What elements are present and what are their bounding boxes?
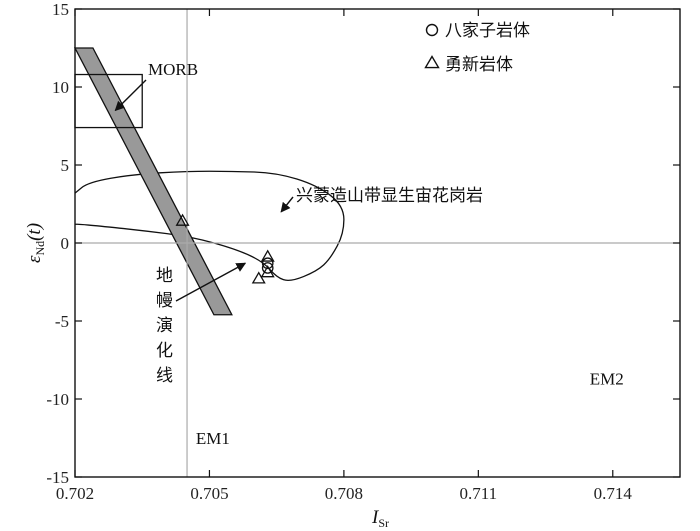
data-point-triangle-1 bbox=[251, 271, 266, 284]
y-tick-label-6: -15 bbox=[46, 468, 69, 487]
annotation-morb: MORB bbox=[148, 60, 198, 79]
annotation-granite-field: 兴蒙造山带显生宙花岗岩 bbox=[296, 186, 483, 206]
annotation-mantle-char-1: 幔 bbox=[156, 291, 173, 311]
x-tick-label-4: 0.714 bbox=[594, 484, 633, 503]
x-axis-label: ISr bbox=[371, 507, 389, 530]
y-tick-label-0: 15 bbox=[52, 0, 69, 19]
data-point-triangle-0 bbox=[175, 213, 190, 226]
legend-label-bajiazi: 八家子岩体 bbox=[445, 21, 530, 41]
y-tick-label-1: 10 bbox=[52, 78, 69, 97]
annotation-morb-arrow bbox=[114, 79, 147, 112]
x-tick-label-1: 0.705 bbox=[190, 484, 228, 503]
annotation-mantle-char-2: 演 bbox=[156, 316, 173, 336]
y-tick-label-2: 5 bbox=[61, 156, 70, 175]
annotation-em1: EM1 bbox=[196, 429, 230, 448]
annotation-mantle-char-4: 线 bbox=[156, 366, 173, 386]
mantle-array-band bbox=[73, 47, 233, 316]
annotation-mantle-arrow bbox=[175, 262, 247, 302]
y-tick-label-5: -10 bbox=[46, 390, 69, 409]
y-tick-label-4: -5 bbox=[55, 312, 69, 331]
annotation-em2: EM2 bbox=[590, 370, 624, 389]
granite-field-outline bbox=[74, 170, 345, 281]
y-tick-label-3: 0 bbox=[61, 234, 70, 253]
x-tick-label-3: 0.711 bbox=[460, 484, 498, 503]
legend-triangle-icon bbox=[424, 55, 440, 69]
data-point-triangle-2 bbox=[260, 249, 275, 262]
data-point-circle-0 bbox=[261, 262, 274, 274]
annotation-mantle-char-0: 地 bbox=[156, 266, 173, 286]
legend-label-yongxin: 勇新岩体 bbox=[445, 55, 513, 75]
y-axis-label: εNd(t) bbox=[24, 223, 47, 263]
annotation-mantle-char-3: 化 bbox=[156, 341, 173, 361]
x-tick-label-2: 0.708 bbox=[325, 484, 363, 503]
data-point-triangle-3 bbox=[260, 265, 275, 278]
legend-circle-icon bbox=[425, 23, 439, 37]
x-tick-label-0: 0.702 bbox=[56, 484, 94, 503]
annotation-granite-field-arrow bbox=[280, 196, 294, 213]
data-point-circle-1 bbox=[261, 257, 274, 270]
